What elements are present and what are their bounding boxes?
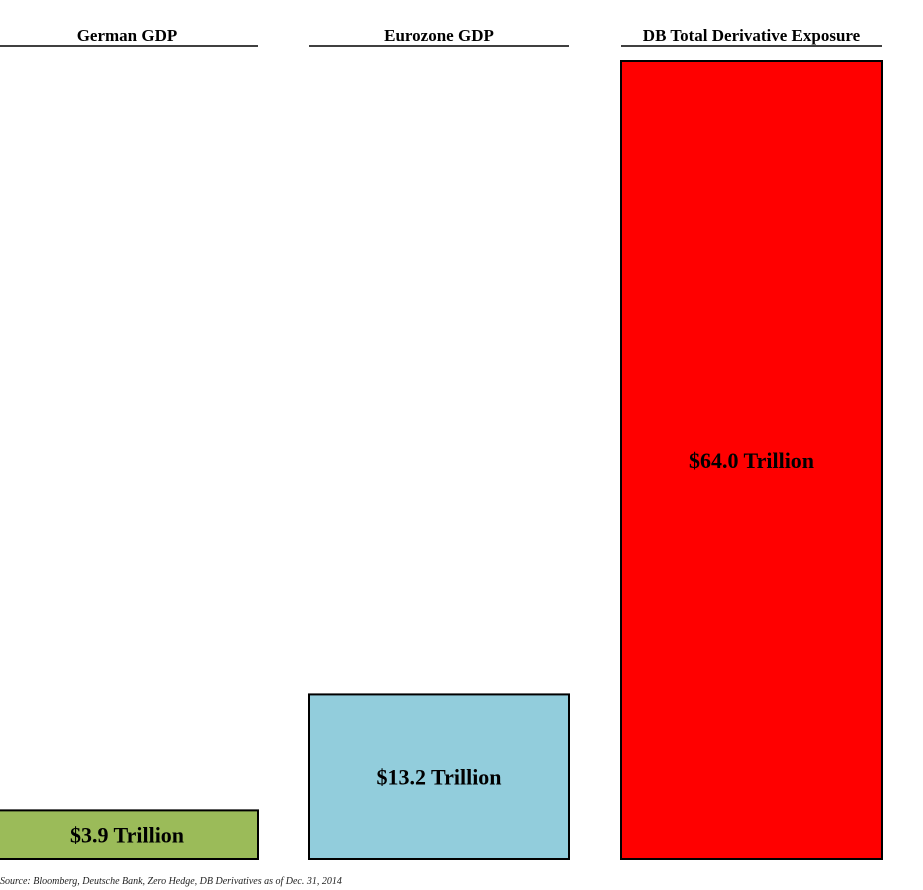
data-label-eurozone-gdp: $13.2 Trillion xyxy=(376,765,501,790)
column-title-german-gdp: German GDP xyxy=(77,26,178,45)
bar-german-gdp xyxy=(0,809,259,861)
column-title-db-derivative-exposure: DB Total Derivative Exposure xyxy=(643,26,861,45)
bar-db-derivative-exposure xyxy=(620,60,883,860)
column-title-eurozone-gdp: Eurozone GDP xyxy=(384,26,494,45)
data-label-db-derivative-exposure: $64.0 Trillion xyxy=(689,448,814,473)
data-label-german-gdp: $3.9 Trillion xyxy=(70,823,184,848)
bar-eurozone-gdp xyxy=(308,693,570,860)
source-note: Source: Bloomberg, Deutsche Bank, Zero H… xyxy=(0,876,342,887)
